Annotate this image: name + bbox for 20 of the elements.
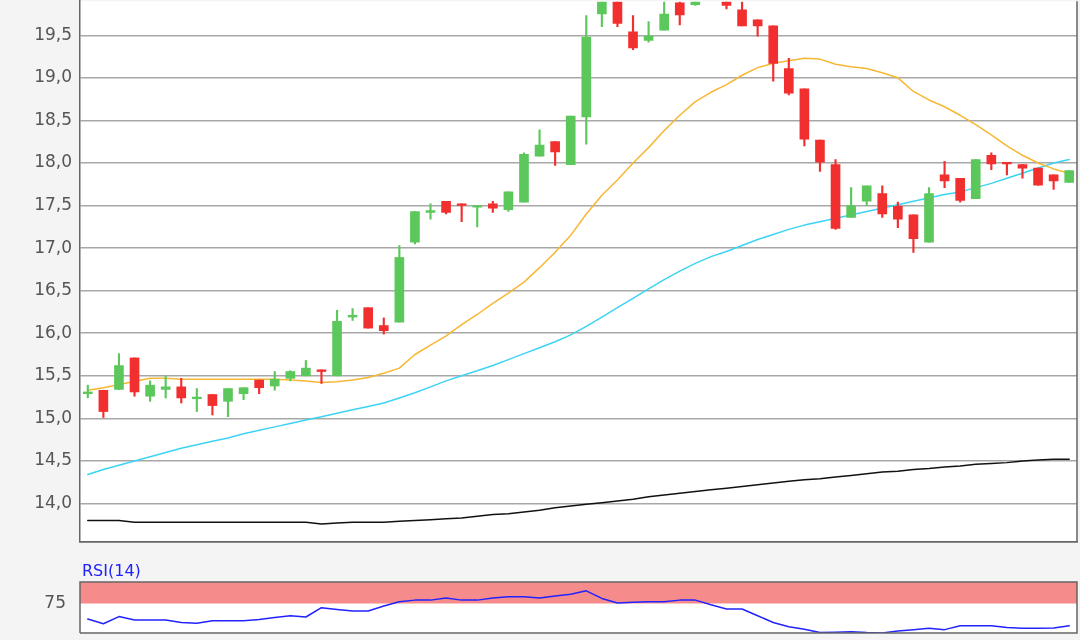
candlestick bbox=[456, 203, 467, 223]
candlestick bbox=[970, 159, 981, 200]
y-tick-label: 15,5 bbox=[34, 364, 72, 385]
y-tick-label: 17,0 bbox=[34, 236, 72, 257]
y-tick-label: 14,5 bbox=[34, 449, 72, 470]
y-tick-label: 17,5 bbox=[34, 193, 72, 214]
y-tick-label: 16,0 bbox=[34, 321, 72, 342]
text: 75 bbox=[44, 591, 66, 612]
y-tick-label: 19,0 bbox=[34, 66, 72, 87]
candlestick bbox=[565, 115, 576, 165]
candlestick bbox=[472, 205, 483, 228]
y-tick-label: 16,5 bbox=[34, 279, 72, 300]
y-tick-label: 18,0 bbox=[34, 151, 72, 172]
candlestick bbox=[363, 307, 374, 329]
y-tick-label: 14,0 bbox=[34, 491, 72, 512]
y-tick-label: 15,0 bbox=[34, 406, 72, 427]
candlestick bbox=[1064, 170, 1075, 183]
chart-title: RSI(14) bbox=[82, 561, 141, 581]
y-tick-label: 19,5 bbox=[34, 23, 72, 44]
y-tick-label: 18,5 bbox=[34, 108, 72, 129]
